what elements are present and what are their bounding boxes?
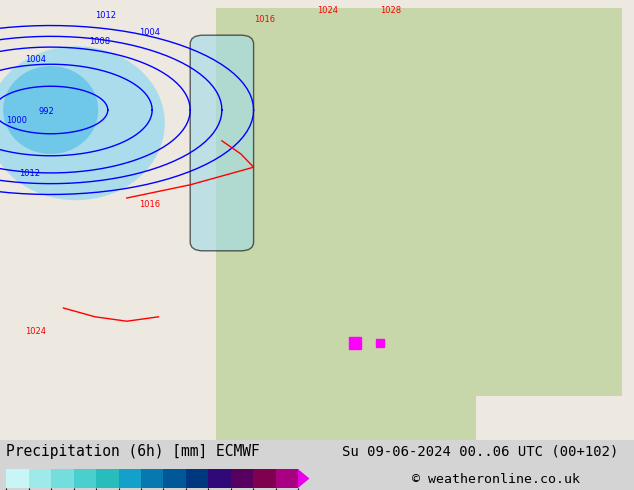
Text: 1024: 1024 <box>25 327 46 337</box>
Text: 1028: 1028 <box>380 6 401 15</box>
Text: © weatheronline.co.uk: © weatheronline.co.uk <box>412 472 580 486</box>
Text: 1004: 1004 <box>25 54 46 64</box>
Ellipse shape <box>0 46 165 200</box>
Text: 1024: 1024 <box>317 6 338 15</box>
Text: Precipitation (6h) [mm] ECMWF: Precipitation (6h) [mm] ECMWF <box>6 444 260 459</box>
Text: 1016: 1016 <box>254 15 275 24</box>
Text: 1012: 1012 <box>19 169 40 178</box>
Text: Su 09-06-2024 00..06 UTC (00+102): Su 09-06-2024 00..06 UTC (00+102) <box>342 444 619 458</box>
Ellipse shape <box>3 66 98 154</box>
Text: 1008: 1008 <box>89 37 110 46</box>
Text: 1012: 1012 <box>95 11 116 20</box>
FancyBboxPatch shape <box>190 35 254 251</box>
Text: 1016: 1016 <box>139 200 160 209</box>
Text: 1000: 1000 <box>6 116 27 125</box>
Text: 992: 992 <box>38 107 54 117</box>
Text: 1004: 1004 <box>139 28 160 37</box>
